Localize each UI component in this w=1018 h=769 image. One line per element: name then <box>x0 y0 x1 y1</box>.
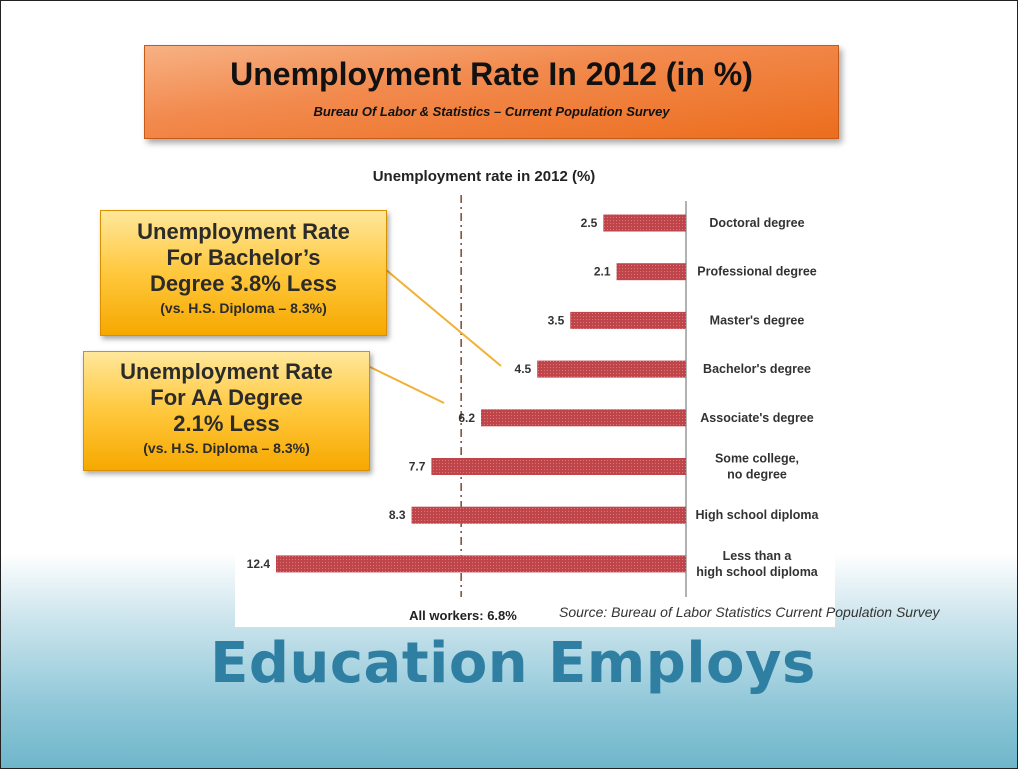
associates-callout-line2: For AA Degree <box>150 385 303 410</box>
bar-value-label: 8.3 <box>389 508 406 522</box>
chart-title: Unemployment rate in 2012 (%) <box>373 168 596 185</box>
category-label: Bachelor's degree <box>703 362 811 376</box>
bar-value-label: 2.5 <box>581 216 598 230</box>
bar <box>411 506 686 524</box>
title-banner: Unemployment Rate In 2012 (in %) Bureau … <box>144 45 839 139</box>
bar-value-label: 4.5 <box>515 362 532 376</box>
bar-value-label: 12.4 <box>247 557 271 571</box>
bar <box>603 214 686 232</box>
source-note: Source: Bureau of Labor Statistics Curre… <box>559 604 940 620</box>
bars-layer: 2.5 Doctoral degree 2.1 Professional degree… <box>247 195 820 597</box>
slide-title: Unemployment Rate In 2012 (in %) <box>230 56 753 92</box>
bar <box>537 360 686 378</box>
bar <box>481 409 686 427</box>
bachelors-callout: Unemployment Rate For Bachelor’s Degree … <box>100 210 387 336</box>
slide-subtitle: Bureau Of Labor & Statistics – Current P… <box>313 104 670 119</box>
category-label: Associate's degree <box>700 411 813 425</box>
associates-callout: Unemployment Rate For AA Degree 2.1% Les… <box>83 351 370 471</box>
category-label: Master's degree <box>710 313 805 327</box>
bar <box>570 311 686 329</box>
bar-value-label: 3.5 <box>548 313 565 327</box>
category-label: Professional degree <box>697 265 817 279</box>
bachelors-callout-line1: Unemployment Rate <box>137 219 350 244</box>
reference-line-label: All workers: 6.8% <box>409 608 517 623</box>
associates-callout-line4: (vs. H.S. Diploma – 8.3%) <box>143 440 310 456</box>
associates-callout-line1: Unemployment Rate <box>120 359 333 384</box>
bar <box>616 263 686 281</box>
bar-value-label: 2.1 <box>594 265 611 279</box>
bar-value-label: 7.7 <box>409 460 426 474</box>
bachelors-callout-line4: (vs. H.S. Diploma – 8.3%) <box>160 300 327 316</box>
category-label: High school diploma <box>696 508 820 522</box>
category-label: Some college, no degree <box>715 452 799 482</box>
bachelors-callout-line3: Degree 3.8% Less <box>149 271 338 296</box>
bar-chart: Unemployment rate in 2012 (%) 2.5 Doctora… <box>247 168 820 623</box>
category-label: Less than a high school diploma <box>696 549 819 579</box>
bar <box>276 555 686 573</box>
associates-callout-line3: 2.1% Less <box>173 411 280 436</box>
bar <box>431 458 686 475</box>
bar-value-label: 6.2 <box>458 411 475 425</box>
category-label: Doctoral degree <box>709 216 804 230</box>
bachelors-callout-line2: For Bachelor’s <box>166 245 321 270</box>
bottom-title: Education Employs <box>210 631 816 696</box>
